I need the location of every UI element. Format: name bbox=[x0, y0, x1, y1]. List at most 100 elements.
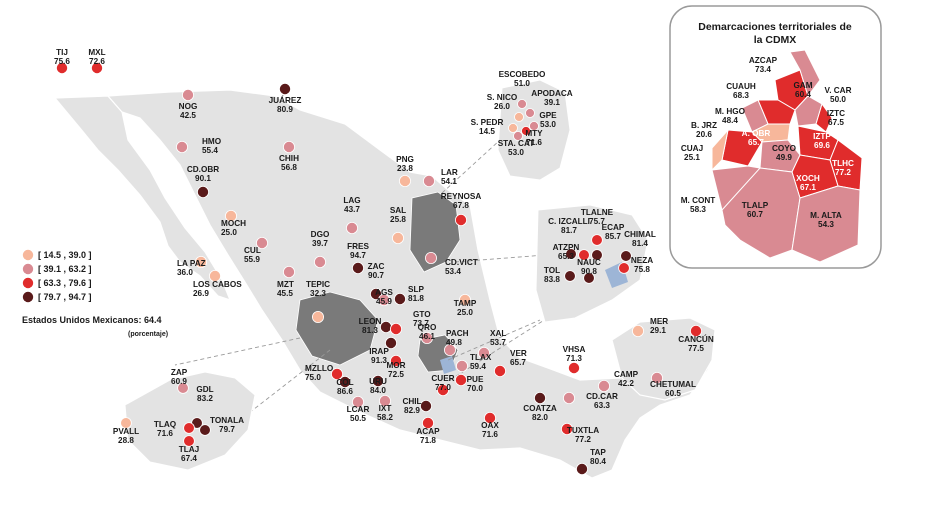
label-tamp: TAMP bbox=[454, 299, 477, 308]
marker-tap bbox=[576, 462, 589, 475]
marker-lcar bbox=[351, 395, 364, 408]
marker-coatza bbox=[534, 391, 547, 404]
marker-cd-car bbox=[563, 391, 576, 404]
label-ver: VER bbox=[510, 349, 527, 358]
value-coatza: 82.0 bbox=[532, 413, 548, 422]
marker-cancun bbox=[690, 324, 703, 337]
marker-chil bbox=[419, 399, 432, 412]
marker-slp bbox=[393, 292, 406, 305]
value-dgo: 39.7 bbox=[312, 239, 328, 248]
marker-sal bbox=[391, 231, 404, 244]
value-s-pedr: 14.5 bbox=[479, 127, 495, 136]
marker-chetumal bbox=[651, 371, 664, 384]
cdmx-label-b-jrz: B. JRZ bbox=[691, 121, 717, 130]
label-fres: FRES bbox=[347, 242, 369, 251]
national-total-label: Estados Unidos Mexicanos: 64.4 bbox=[22, 315, 162, 325]
cdmx-label-cuauh: CUAUH bbox=[726, 82, 756, 91]
value-tap: 80.4 bbox=[590, 457, 606, 466]
label-hmo: HMO bbox=[202, 137, 222, 146]
marker-acap bbox=[421, 416, 434, 429]
value-tlalne: 75.7 bbox=[589, 217, 605, 226]
value-sta-cat: 53.0 bbox=[508, 148, 524, 157]
marker-cd-obr bbox=[196, 185, 209, 198]
value-mzllo: 75.0 bbox=[305, 373, 321, 382]
label-mer: MER bbox=[650, 317, 668, 326]
value-tepic: 32.3 bbox=[310, 289, 326, 298]
value-col: 86.6 bbox=[337, 387, 353, 396]
label-tol: TOL bbox=[544, 266, 560, 275]
marker-apodaca bbox=[525, 108, 535, 118]
marker-irap bbox=[384, 336, 397, 349]
marker-tlaj bbox=[183, 435, 195, 447]
marker-pue bbox=[454, 373, 467, 386]
label-nauc: NAUC bbox=[577, 258, 601, 267]
marker-lar bbox=[422, 174, 435, 187]
label-tlalne: TLALNE bbox=[581, 208, 614, 217]
marker-los-cabos bbox=[208, 269, 221, 282]
value-mor: 72.5 bbox=[388, 370, 404, 379]
value-mer: 29.1 bbox=[650, 326, 666, 335]
value-tuxtla: 77.2 bbox=[575, 435, 591, 444]
value-ecap: 85.7 bbox=[605, 232, 621, 241]
label-coatza: COATZA bbox=[523, 404, 557, 413]
legend-swatch-2 bbox=[22, 263, 34, 275]
marker-nauc bbox=[583, 272, 595, 284]
label-tap: TAP bbox=[590, 448, 606, 457]
marker-mzt bbox=[282, 265, 295, 278]
label-cd-vict: CD.VICT bbox=[445, 258, 478, 267]
value-hmo: 55.4 bbox=[202, 146, 218, 155]
cdmx-value-xoch: 67.1 bbox=[800, 183, 816, 192]
value-uru: 84.0 bbox=[370, 386, 386, 395]
label-apodaca: APODACA bbox=[531, 89, 572, 98]
legend-label-3: [ 63.3 , 79.6 ] bbox=[38, 278, 92, 288]
marker-png bbox=[398, 174, 411, 187]
value-leon: 81.3 bbox=[362, 326, 378, 335]
label-lag: LAG bbox=[343, 196, 360, 205]
label-camp: CAMP bbox=[614, 370, 639, 379]
value-escobedo: 51.0 bbox=[514, 79, 530, 88]
label-mor: MOR bbox=[386, 361, 405, 370]
mexico-landmass bbox=[53, 89, 716, 479]
label-cul: CUL bbox=[244, 246, 261, 255]
cdmx-label-xoch: XOCH bbox=[796, 174, 820, 183]
marker-s-pedr bbox=[508, 123, 518, 133]
label-mzt: MZT bbox=[277, 280, 294, 289]
marker-gpe bbox=[529, 121, 539, 131]
marker-atzpn bbox=[578, 249, 590, 261]
value-reynosa: 67.8 bbox=[453, 201, 469, 210]
marker-tol bbox=[564, 270, 576, 282]
guadalajara-inset bbox=[124, 371, 256, 471]
cdmx-label-iztp: IZTP bbox=[813, 132, 831, 141]
marker-hmo bbox=[175, 140, 188, 153]
label-lcar: LCAR bbox=[347, 405, 370, 414]
label-la-paz: LA PAZ bbox=[177, 259, 206, 268]
value-cd-vict: 53.4 bbox=[445, 267, 461, 276]
cdmx-value-iztc: 67.5 bbox=[828, 118, 844, 127]
value-xal: 53.7 bbox=[490, 338, 506, 347]
label-neza: NEZA bbox=[631, 256, 653, 265]
marker-mxl bbox=[91, 62, 104, 75]
marker-qro bbox=[420, 331, 433, 344]
marker-tepic bbox=[311, 310, 324, 323]
marker-mzllo bbox=[330, 367, 343, 380]
marker-c-izcalli bbox=[565, 248, 577, 260]
label-zac: ZAC bbox=[368, 262, 385, 271]
label-tlaj: TLAJ bbox=[179, 445, 199, 454]
value-ixt: 58.2 bbox=[377, 413, 393, 422]
label-gdl: GDL bbox=[196, 385, 213, 394]
label-c-izcalli: C. IZCALLI bbox=[548, 217, 590, 226]
marker-tuxtla bbox=[561, 422, 574, 435]
value-ags: 45.9 bbox=[376, 297, 392, 306]
marker-tlaq bbox=[183, 422, 195, 434]
label-chih: CHIH bbox=[279, 154, 299, 163]
value-chil: 82.9 bbox=[404, 406, 420, 415]
value-mzt: 45.5 bbox=[277, 289, 293, 298]
marker-tonala bbox=[199, 424, 211, 436]
value-neza: 75.8 bbox=[634, 265, 650, 274]
value-chetumal: 60.5 bbox=[665, 389, 681, 398]
value-tonala: 79.7 bbox=[219, 425, 235, 434]
value-cul: 55.9 bbox=[244, 255, 260, 264]
value-slp: 81.8 bbox=[408, 294, 424, 303]
legend-label-4: [ 79.7 , 94.7 ] bbox=[38, 292, 92, 302]
marker-mty bbox=[521, 126, 531, 136]
